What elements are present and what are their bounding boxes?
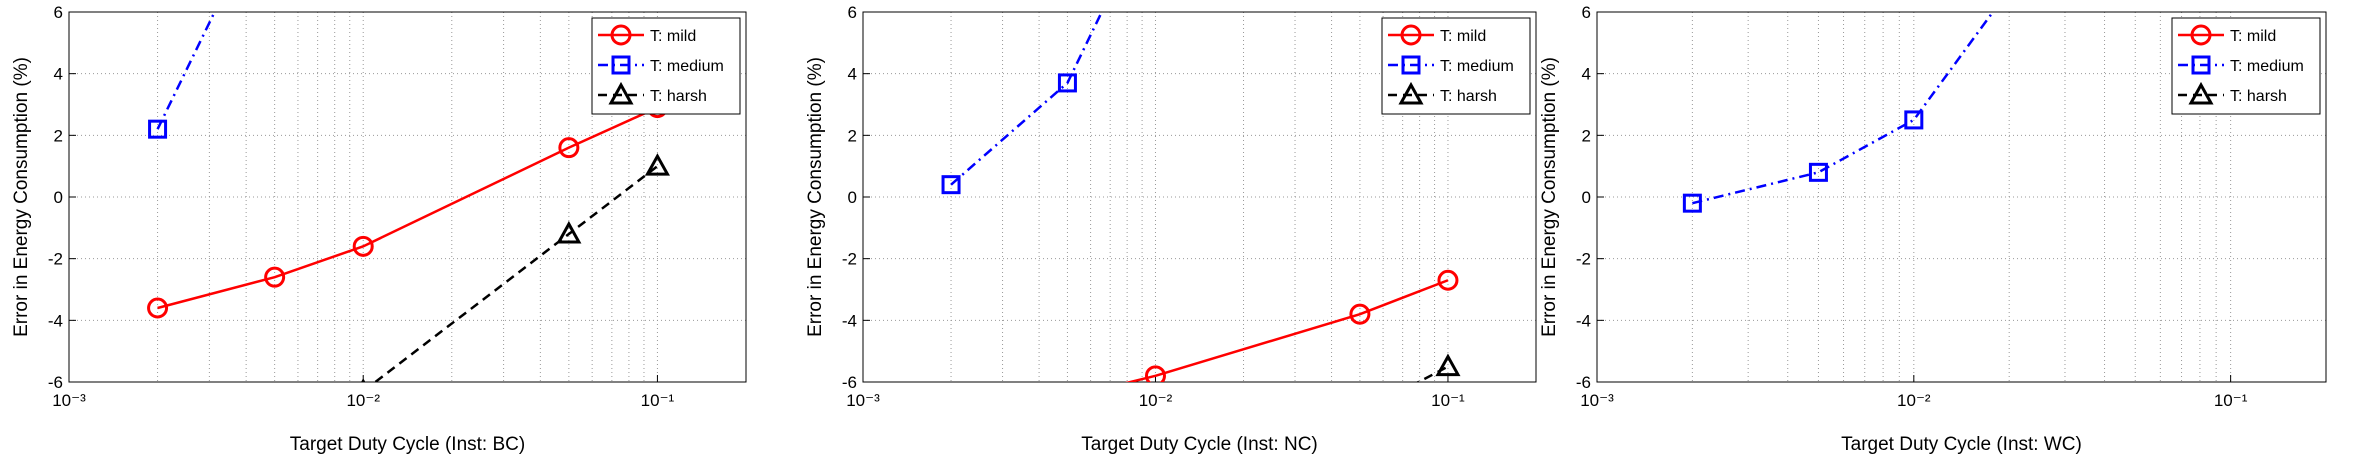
legend-label: T: mild <box>2230 28 2276 45</box>
marker <box>1808 162 1828 182</box>
plot-series <box>1682 12 1995 213</box>
y-tick-label: 0 <box>54 188 63 207</box>
y-tick-label: -2 <box>1576 250 1591 269</box>
y-tick-label: 2 <box>1582 126 1591 145</box>
y-tick-label: -6 <box>48 373 63 392</box>
legend-marker <box>1398 81 1424 105</box>
legend: T: mild T: medium T: harsh <box>591 17 741 115</box>
series-line <box>157 106 658 310</box>
y-tick-label: 2 <box>848 126 857 145</box>
x-tick-label: 10⁻¹ <box>641 391 675 410</box>
legend-marker <box>2188 81 2214 105</box>
y-tick-label: 2 <box>54 126 63 145</box>
plot-frame <box>68 11 747 383</box>
x-tick-label: 10⁻² <box>346 391 380 410</box>
legend-marker <box>2190 24 2212 46</box>
marker <box>264 266 286 288</box>
legend-label: T: mild <box>650 28 696 45</box>
y-tick-label: 4 <box>54 65 63 84</box>
x-tick-label: 10⁻³ <box>1580 391 1614 410</box>
y-tick-label: -6 <box>842 373 857 392</box>
x-tick-label: 10⁻³ <box>52 391 86 410</box>
x-tick-label: 10⁻³ <box>846 391 880 410</box>
chart: 10⁻³ 10⁻² 10⁻¹ -6 -4 -2 0 2 4 6 Target Duty Cycle … <box>1539 3 2327 455</box>
y-tick-label: 0 <box>848 188 857 207</box>
marker <box>644 153 670 176</box>
legend: T: mild T: medium T: harsh <box>1381 17 1531 115</box>
marker <box>1904 110 1924 130</box>
plot-frame <box>862 11 1537 383</box>
marker <box>556 220 582 244</box>
y-axis-label: Error in Energy Consumption (%) <box>11 57 32 337</box>
y-tick-label: -2 <box>842 250 857 269</box>
marker <box>1144 365 1166 382</box>
legend-marker <box>608 81 634 105</box>
legend-marker <box>1400 24 1422 46</box>
legend-label: T: harsh <box>650 88 707 105</box>
marker <box>941 175 961 195</box>
marker <box>1057 73 1077 93</box>
x-axis-label: Target Duty Cycle (Inst: WC) <box>1841 434 2082 455</box>
marker <box>558 137 580 159</box>
marker <box>1682 193 1702 213</box>
series-line <box>1125 279 1449 382</box>
legend-label: T: harsh <box>1440 88 1497 105</box>
legend-marker <box>610 24 632 46</box>
chart: 10⁻³ 10⁻² 10⁻¹ -6 -4 -2 0 2 4 6 Target Duty Cycle … <box>805 3 1537 455</box>
marker <box>148 119 168 139</box>
y-tick-label: -4 <box>842 311 857 330</box>
marker <box>1058 388 1076 406</box>
x-tick-label: 10⁻¹ <box>1431 391 1465 410</box>
y-tick-label: -4 <box>48 311 63 330</box>
y-tick-label: 0 <box>1582 188 1591 207</box>
legend-label: T: mild <box>1440 28 1486 45</box>
legend-label: T: medium <box>2230 58 2304 75</box>
legend-label: T: medium <box>1440 58 1514 75</box>
legend-label: T: medium <box>650 58 724 75</box>
y-tick-label: 4 <box>848 65 857 84</box>
y-tick-label: 6 <box>1582 3 1591 22</box>
plot-series <box>941 12 1461 437</box>
marker <box>1435 353 1461 377</box>
marker <box>1437 269 1459 291</box>
y-tick-label: 6 <box>54 3 63 22</box>
legend-marker <box>1401 55 1421 75</box>
x-tick-label: 10⁻² <box>1897 391 1931 410</box>
legend: T: mild T: medium T: harsh <box>2171 17 2321 115</box>
marker <box>352 235 374 257</box>
x-axis-label: Target Duty Cycle (Inst: BC) <box>290 434 525 455</box>
plot-frame <box>1596 11 2327 383</box>
x-tick-label: 10⁻² <box>1139 391 1173 410</box>
y-tick-label: 6 <box>848 3 857 22</box>
chart: 10⁻³ 10⁻² 10⁻¹ -6 -4 -2 0 2 4 6 Target Duty Cycle … <box>11 3 747 455</box>
x-tick-label: 10⁻¹ <box>2214 391 2248 410</box>
legend-label: T: harsh <box>2230 88 2287 105</box>
marker <box>1349 303 1371 325</box>
y-tick-label: -4 <box>1576 311 1591 330</box>
marker <box>942 419 960 437</box>
marker <box>1350 403 1370 421</box>
x-axis-label: Target Duty Cycle (Inst: NC) <box>1081 434 1318 455</box>
y-tick-label: 4 <box>1582 65 1591 84</box>
y-tick-label: -2 <box>48 250 63 269</box>
y-axis-label: Error in Energy Consumption (%) <box>1539 57 1560 337</box>
series-line <box>950 12 1104 186</box>
legend-marker <box>611 55 631 75</box>
marker <box>147 297 169 319</box>
y-axis-label: Error in Energy Consumption (%) <box>805 57 826 337</box>
y-tick-label: -6 <box>1576 373 1591 392</box>
legend-marker <box>2191 55 2211 75</box>
